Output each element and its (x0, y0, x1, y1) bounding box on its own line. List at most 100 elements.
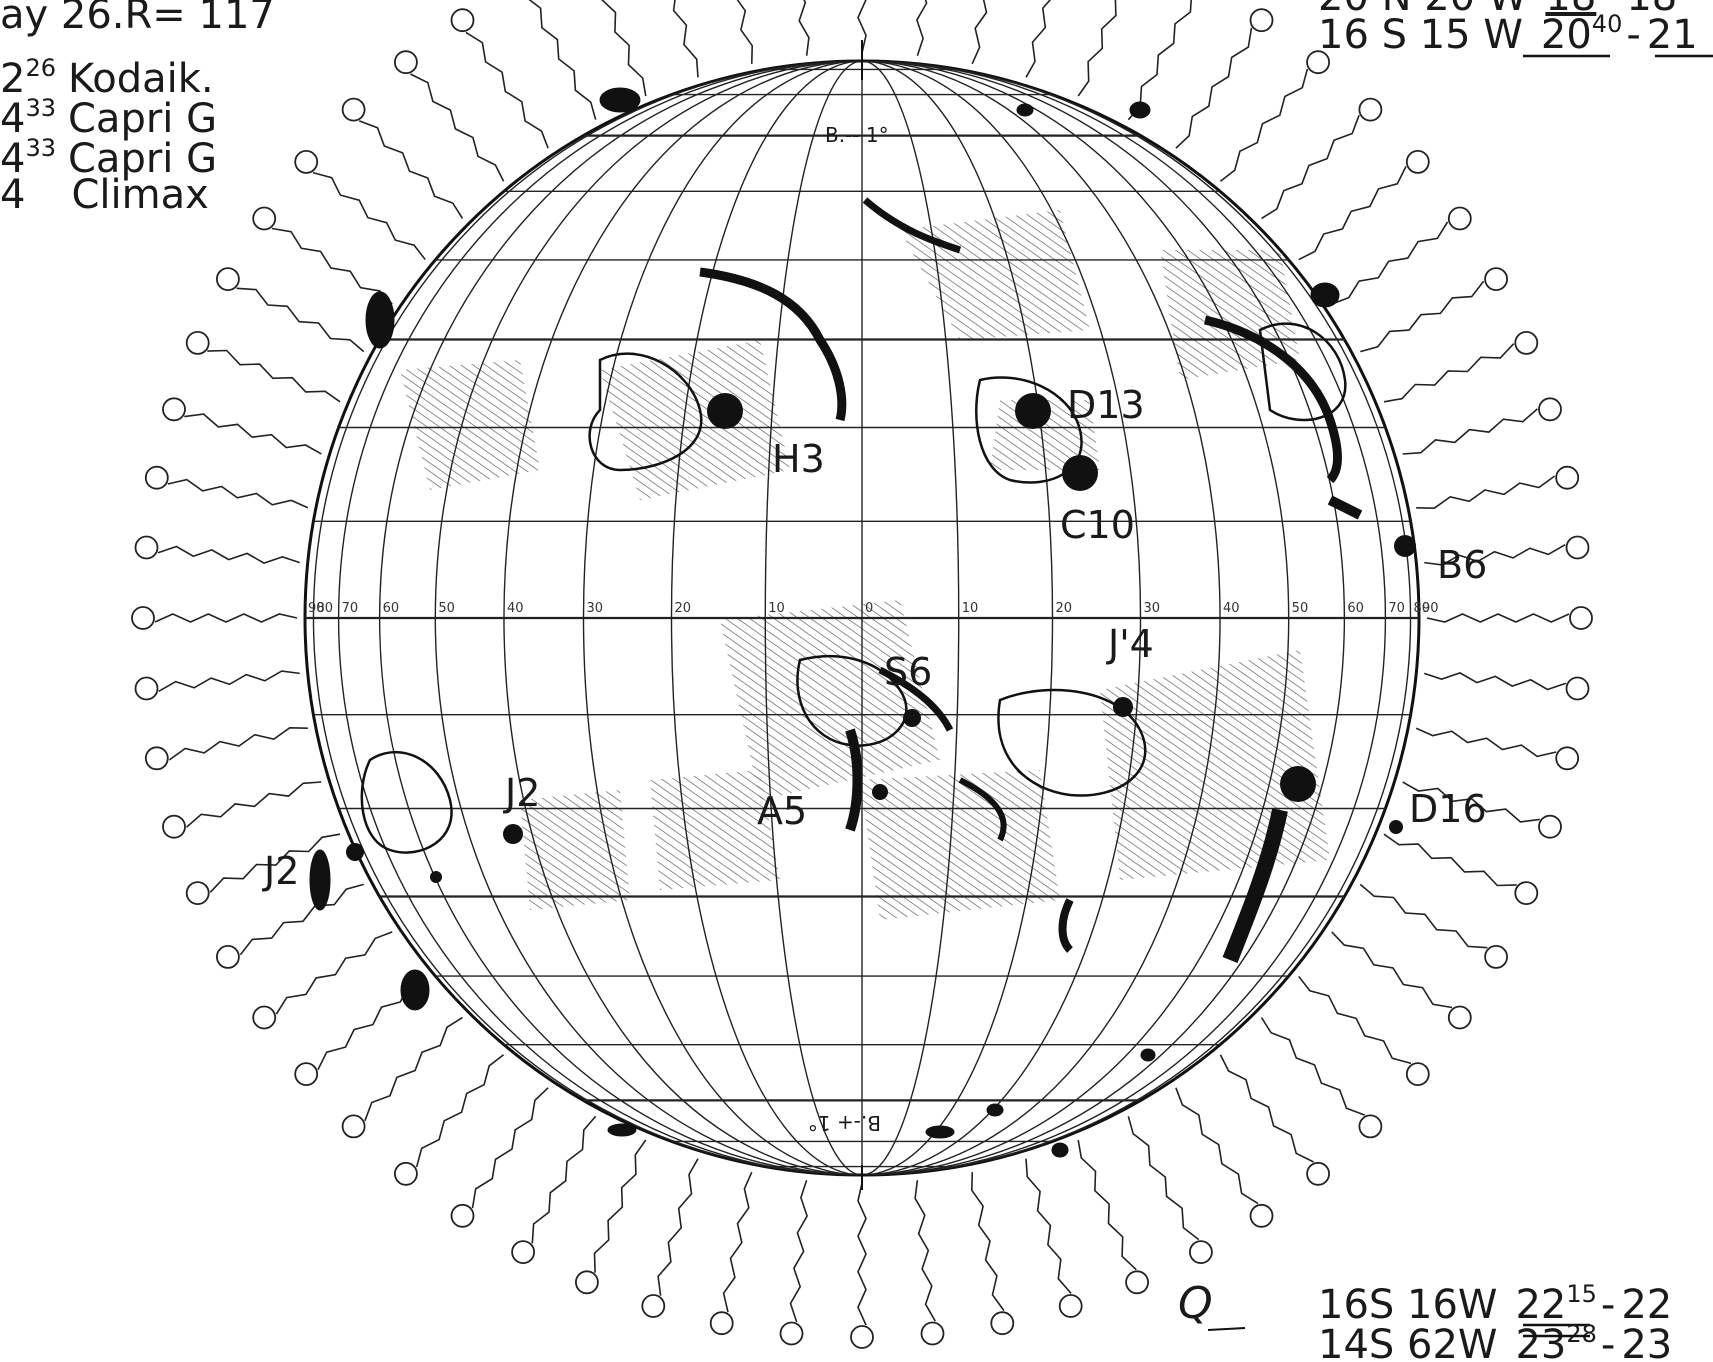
limb-measurement-spokes (131, 0, 1593, 1349)
equator-tick-label: 70 (1388, 601, 1405, 616)
grid-meridian (434, 61, 863, 1175)
spoke-line (167, 478, 309, 509)
spoke-line (657, 1158, 699, 1296)
spoke-line (168, 726, 308, 761)
sunspot (707, 393, 743, 429)
sunspots (346, 393, 1416, 883)
spoke-end-circle (294, 1062, 319, 1086)
bottom-right-notes: 16S 16W 2215-22 14S 62W 2328-23 Q (1178, 1278, 1672, 1362)
spoke-line (1331, 221, 1449, 305)
obs-station: Climax (71, 172, 208, 218)
spoke-line (1025, 0, 1052, 78)
spoke-end-circle (779, 1321, 804, 1346)
spoke-line (1402, 781, 1540, 823)
equator-tick-label: 30 (1144, 601, 1161, 616)
sunspot (1113, 697, 1133, 717)
spoke-line (798, 0, 810, 56)
region-label-b6: B6 (1437, 543, 1487, 587)
dark-spot (986, 1103, 1004, 1117)
region-label-d16: D16 (1409, 787, 1487, 831)
spoke-line (916, 0, 928, 56)
note-coord: 16S 16W (1318, 1282, 1497, 1328)
spoke-line (209, 833, 341, 893)
signature-stroke (1207, 1327, 1246, 1331)
spoke-line (1077, 1139, 1137, 1271)
signature: Q (1178, 1278, 1213, 1329)
sunspot (1389, 820, 1403, 834)
spoke-end-circle (1249, 1203, 1274, 1228)
plage-area (720, 600, 940, 800)
equator-tick-label: 0 (865, 601, 873, 616)
spoke-end-circle (1555, 746, 1580, 771)
grid-meridian (861, 61, 1221, 1175)
sunspot (503, 824, 523, 844)
equator-tick-label: 90 (1422, 601, 1439, 616)
observation-list: 226 Kodaik. 433 Capri G 433 Capri G 4 Climax (0, 54, 217, 218)
obs-time: 4 (0, 96, 25, 142)
note-time-a: 22 (1515, 1282, 1566, 1328)
spoke-end-circle (850, 1325, 874, 1349)
spoke-line (1298, 975, 1412, 1065)
spoke-line (207, 349, 341, 403)
spoke-end-circle (1538, 814, 1562, 839)
spoke-end-circle (144, 746, 169, 771)
spoke-line (1383, 343, 1515, 403)
region-label-c10: C10 (1060, 503, 1135, 547)
spoke-end-circle (215, 945, 240, 969)
region-label-s6: S6 (884, 650, 932, 694)
limb-prominence (365, 291, 395, 349)
note-time-sup: 40 (1592, 10, 1623, 38)
spoke-end-circle (450, 1203, 475, 1228)
sunspot (1394, 535, 1416, 557)
equator-tick-label: 60 (1347, 601, 1364, 616)
region-label-h3: H3 (772, 437, 825, 481)
note-time-sup: 28 (1566, 1320, 1597, 1348)
spoke-end-circle (575, 1270, 599, 1295)
spoke-line (275, 931, 393, 1015)
spoke-line (1416, 475, 1556, 510)
spoke-end-circle (393, 1161, 418, 1186)
note-time-b: 18 (1626, 0, 1677, 20)
region-label-j2-b: J2 (262, 849, 299, 893)
grid-meridian (861, 61, 960, 1175)
spoke-line (410, 73, 505, 182)
note-time-b: 23 (1621, 1322, 1672, 1362)
spoke-end-circle (1565, 535, 1590, 560)
dark-spot (1140, 1048, 1156, 1062)
spoke-line (1175, 27, 1253, 149)
spoke-line (789, 1180, 808, 1323)
limb-prominence (400, 969, 430, 1011)
spoke-end-circle (162, 814, 186, 839)
obs-time: 4 (0, 136, 25, 182)
b-angle-top: B.-- 1° (825, 123, 889, 147)
plage-contours (360, 322, 1347, 854)
spoke-end-circle (134, 535, 159, 560)
spoke-end-circle (1514, 330, 1539, 355)
plage-area (400, 360, 540, 490)
spoke-line (722, 1171, 753, 1313)
spoke-line (1127, 1116, 1200, 1241)
sunspot (1015, 393, 1051, 429)
spoke-end-circle (1484, 267, 1508, 292)
equator-tick-label: 50 (438, 601, 455, 616)
sunspot (346, 843, 364, 861)
spoke-end-circle (185, 881, 210, 905)
plage-area (1160, 250, 1300, 380)
spoke-end-circle (252, 206, 277, 231)
spoke-line (271, 227, 393, 305)
spoke-end-circle (1058, 1294, 1083, 1318)
spoke-line (358, 120, 464, 219)
spoke-end-circle (1565, 676, 1590, 701)
b-angle-bottom: B.-+ 1° (808, 1111, 881, 1135)
spoke-end-circle (134, 676, 159, 701)
obs-time-sup: 33 (25, 134, 56, 162)
plage-area (600, 340, 790, 500)
spoke-line (914, 1180, 936, 1322)
grid-meridian (670, 61, 863, 1175)
